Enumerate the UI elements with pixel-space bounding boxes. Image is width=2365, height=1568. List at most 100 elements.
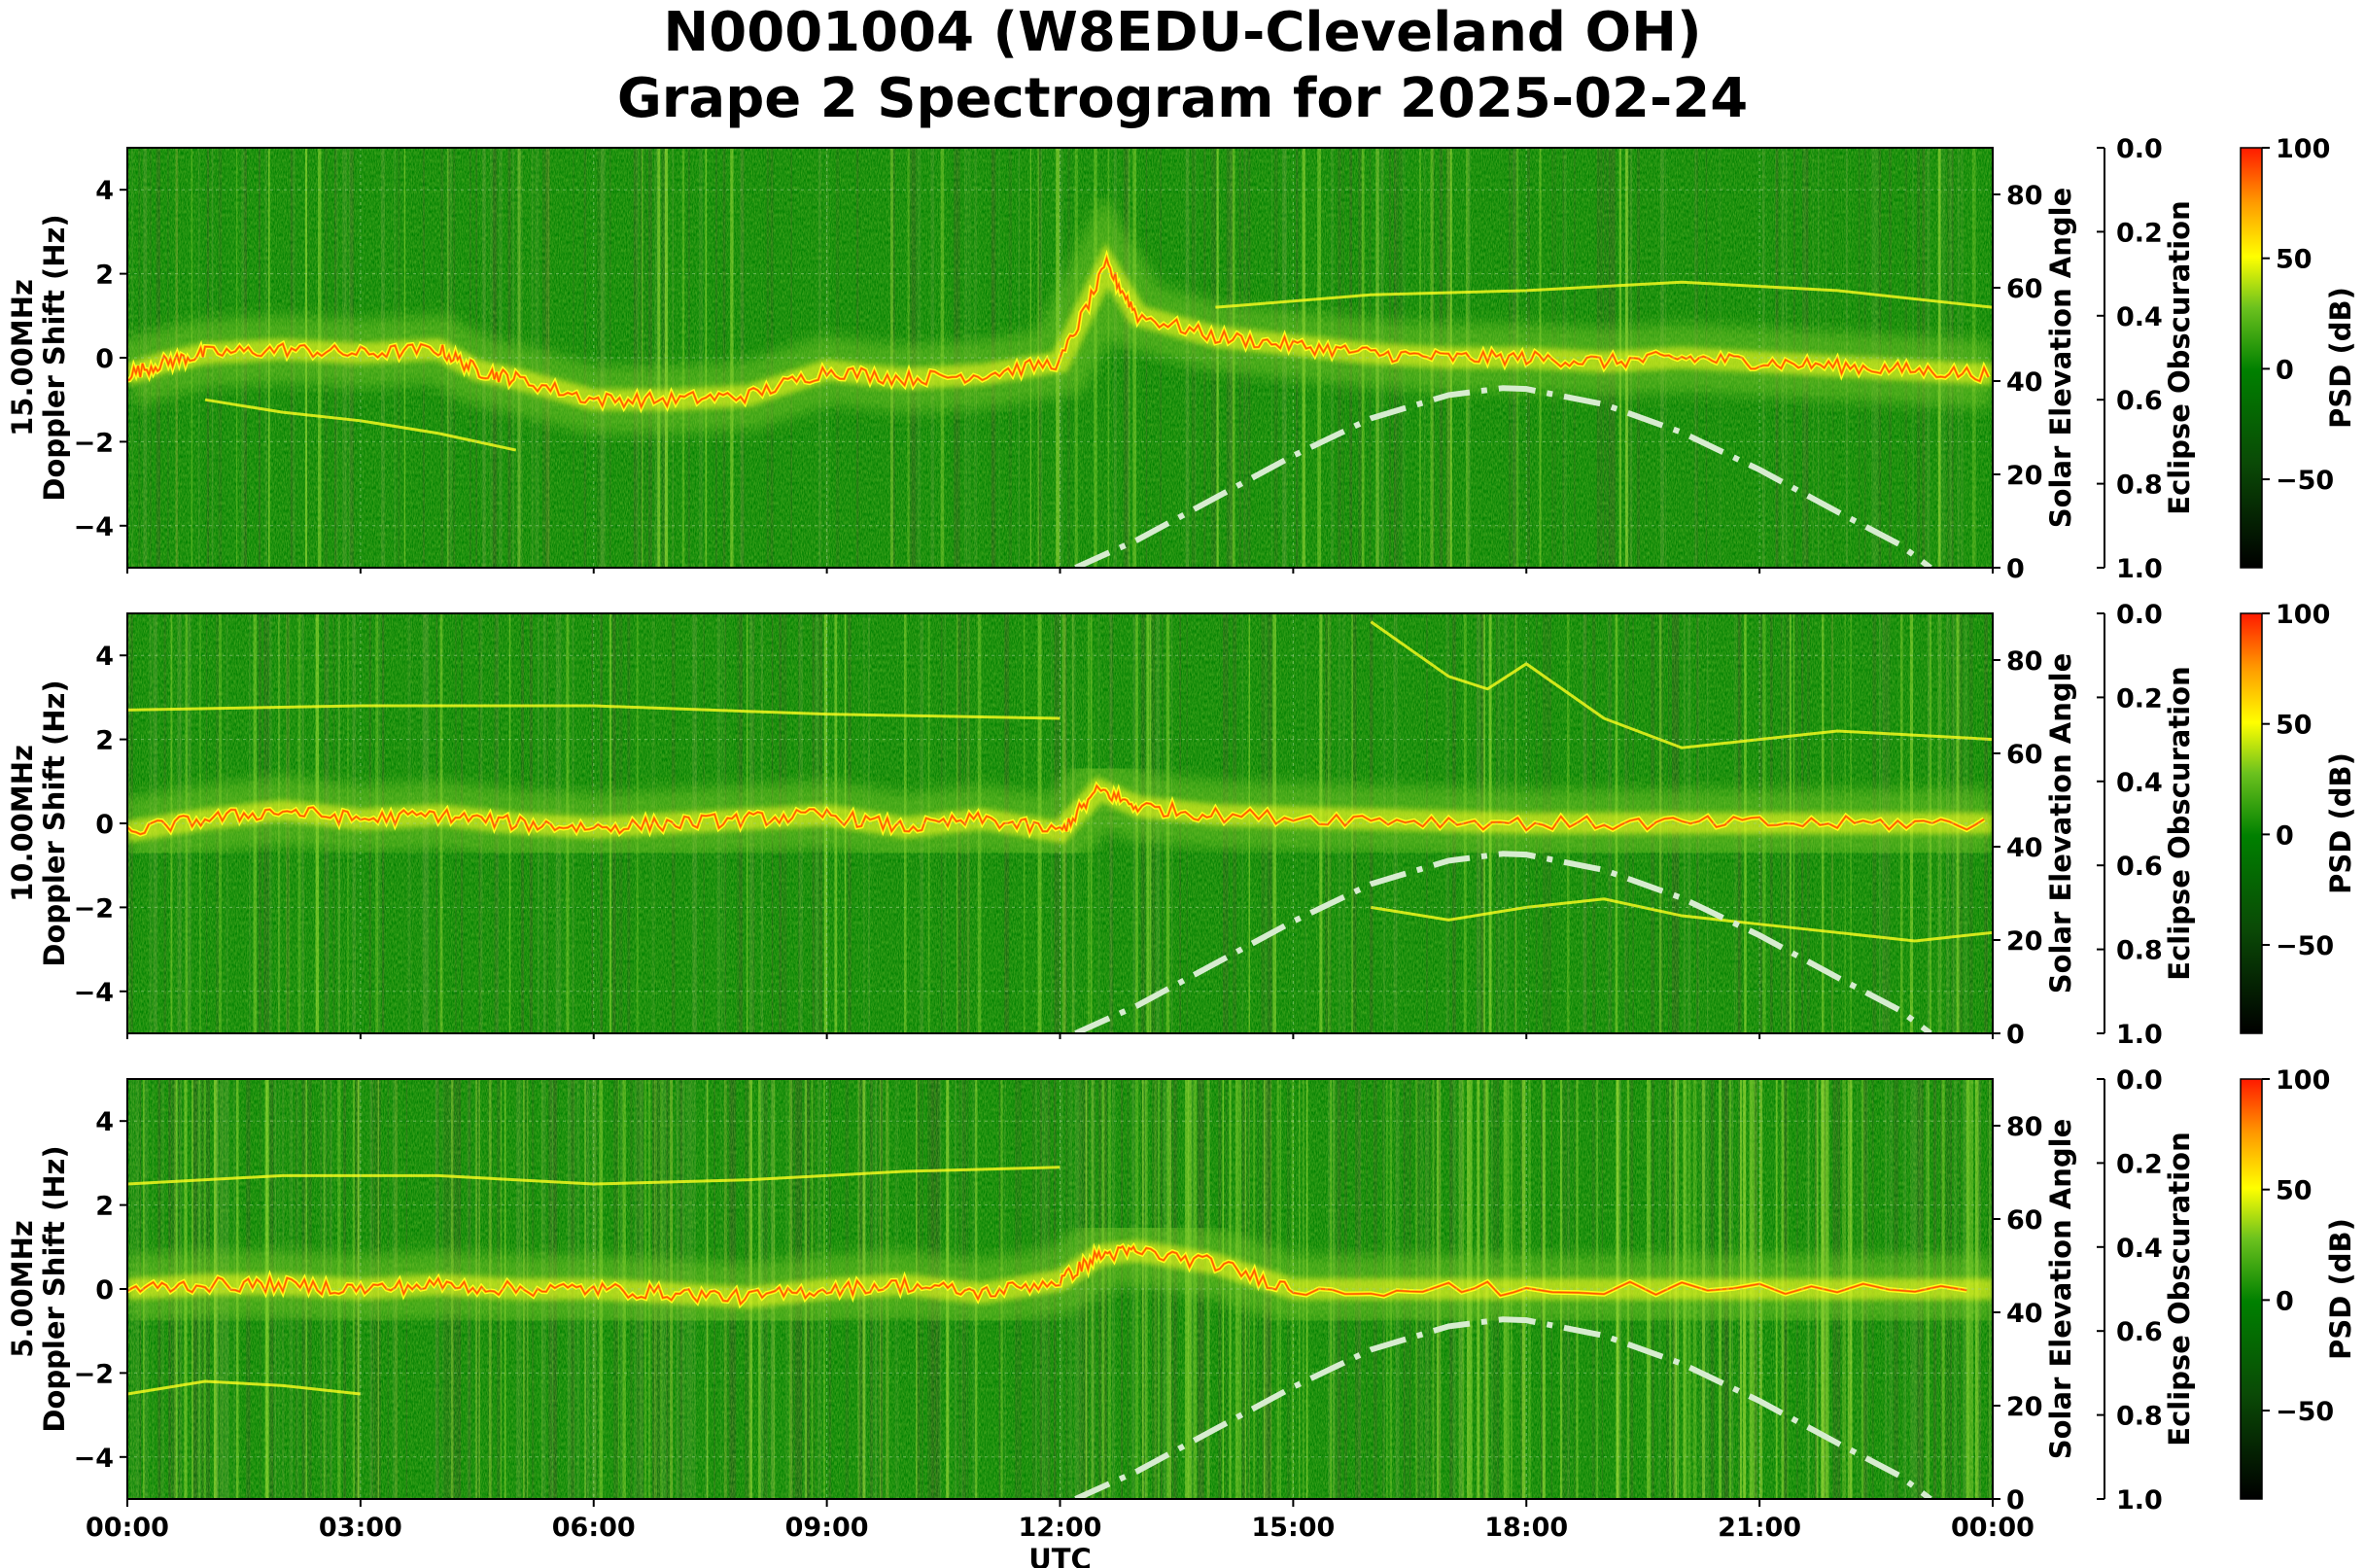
y3-tick-label: 0.6 [2116, 1317, 2163, 1347]
y3-tick-label: 0.2 [2116, 1149, 2163, 1179]
secondary-trace-1 [1370, 620, 1993, 749]
colorbar-tick-label: 0 [2276, 355, 2294, 385]
doppler-trace-peak [127, 1245, 1967, 1306]
colorbar [2240, 147, 2263, 569]
colorbar-tick-label: 50 [2276, 1176, 2313, 1206]
x-tick-label: 15:00 [1251, 1513, 1335, 1543]
y3-tick-label: 0.4 [2116, 1234, 2163, 1264]
colorbar [2240, 612, 2263, 1034]
y3-tick-label: 1.0 [2116, 1485, 2163, 1516]
y3-tick-label: 0.2 [2116, 218, 2163, 248]
colorbar [2240, 1078, 2263, 1500]
y2-tick-label: 80 [2006, 181, 2043, 211]
y-tick-label: 4 [95, 176, 114, 206]
y-tick-label: 0 [95, 810, 114, 840]
y2-tick-label: 60 [2006, 274, 2043, 304]
panel-10.00MHz: −4 −2 0 2 4 10.00MHz Doppler Shift (Hz) 0 20 40 60… [6, 600, 2357, 1050]
y2-tick-label: 40 [2006, 367, 2043, 398]
y-tick-label: −4 [74, 978, 114, 1008]
y3-axis-label: Eclipse Obscuration [2163, 200, 2196, 514]
spectrogram-area [127, 1079, 1993, 1499]
y3-tick-label: 0.6 [2116, 852, 2163, 882]
solar-elevation-curve [1074, 1316, 1932, 1499]
y-tick-label: 0 [95, 344, 114, 374]
y-tick-label: 2 [95, 261, 114, 291]
colorbar-tick-label: −50 [2276, 931, 2334, 961]
colorbar-label: PSD (dB) [2324, 287, 2357, 429]
secondary-trace-0 [1371, 897, 1993, 943]
y3-tick-label: 0.8 [2116, 470, 2163, 501]
y-tick-label: −2 [74, 428, 114, 458]
x-tick-label: 06:00 [552, 1513, 636, 1543]
y3-tick-label: 0.8 [2116, 1402, 2163, 1432]
y3-tick-label: 0.6 [2116, 386, 2163, 416]
y2-tick-label: 80 [2006, 1112, 2043, 1142]
y3-tick-label: 0.8 [2116, 936, 2163, 966]
y2-axis-label: Solar Elevation Angle [2044, 653, 2077, 994]
x-tick-label: 09:00 [785, 1513, 869, 1543]
y3-tick-label: 0.2 [2116, 683, 2163, 714]
panel-15.00MHz: −4 −2 0 2 4 15.00MHz Doppler Shift (Hz) 0 20 40 60… [6, 134, 2357, 584]
x-tick-label: 18:00 [1484, 1513, 1568, 1543]
y-tick-label: 0 [95, 1275, 114, 1306]
y2-tick-label: 0 [2006, 554, 2025, 584]
y-tick-label: 4 [95, 1107, 114, 1137]
y2-axis-label: Solar Elevation Angle [2044, 188, 2077, 529]
y-tick-label: −4 [74, 512, 114, 542]
chart-title-line2: Grape 2 Spectrogram for 2025-02-24 [616, 67, 1749, 130]
colorbar-tick-label: 50 [2276, 711, 2313, 741]
y3-tick-label: 1.0 [2116, 554, 2163, 584]
doppler-trace-peak [127, 256, 1990, 409]
y2-tick-label: 0 [2006, 1485, 2025, 1516]
doppler-trace-peak [127, 784, 1985, 835]
y-tick-label: −2 [74, 893, 114, 923]
solar-elevation-curve [1074, 851, 1932, 1033]
y-tick-label: −4 [74, 1444, 114, 1474]
colorbar-tick-label: 100 [2276, 600, 2330, 630]
y-tick-label: −2 [74, 1359, 114, 1389]
panel-5.00MHz: −4 −2 0 2 4 5.00MHz Doppler Shift (Hz) 0 20 40 60 8… [6, 1065, 2357, 1568]
y2-tick-label: 80 [2006, 646, 2043, 677]
x-axis-label: UTC [1028, 1543, 1092, 1568]
y-axis-label: Doppler Shift (Hz) [38, 214, 71, 501]
secondary-trace-0 [204, 398, 517, 452]
colorbar-tick-label: 50 [2276, 245, 2313, 275]
y2-tick-label: 20 [2006, 461, 2043, 491]
secondary-trace-1 [1215, 280, 1993, 309]
x-tick-label: 12:00 [1019, 1513, 1102, 1543]
y3-tick-label: 0.0 [2116, 134, 2163, 164]
colorbar-tick-label: 100 [2276, 134, 2330, 164]
y2-tick-label: 40 [2006, 1299, 2043, 1329]
y3-tick-label: 0.4 [2116, 768, 2163, 798]
colorbar-tick-label: 0 [2276, 1286, 2294, 1316]
x-tick-label: 00:00 [86, 1513, 169, 1543]
secondary-trace-1 [127, 1379, 362, 1396]
panel-frequency-label: 15.00MHz [6, 279, 39, 436]
y-tick-label: 4 [95, 642, 114, 672]
y3-tick-label: 1.0 [2116, 1020, 2163, 1050]
y-tick-label: 2 [95, 726, 114, 756]
panel-frequency-label: 10.00MHz [6, 745, 39, 902]
x-tick-label: 21:00 [1718, 1513, 1801, 1543]
colorbar-tick-label: −50 [2276, 466, 2334, 496]
y2-tick-label: 40 [2006, 833, 2043, 863]
y3-axis-label: Eclipse Obscuration [2163, 666, 2196, 980]
y-axis-label: Doppler Shift (Hz) [38, 1145, 71, 1432]
colorbar-label: PSD (dB) [2324, 752, 2357, 894]
solar-elevation-curve [1074, 385, 1932, 568]
x-tick-label: 03:00 [319, 1513, 402, 1543]
y3-tick-label: 0.4 [2116, 302, 2163, 332]
y3-tick-label: 0.0 [2116, 600, 2163, 630]
y-tick-label: 2 [95, 1192, 114, 1222]
y2-tick-label: 60 [2006, 1205, 2043, 1236]
y2-tick-label: 20 [2006, 1392, 2043, 1422]
x-tick-label: 00:00 [1951, 1513, 2035, 1543]
colorbar-tick-label: 0 [2276, 820, 2294, 851]
colorbar-tick-label: −50 [2276, 1397, 2334, 1427]
y2-axis-label: Solar Elevation Angle [2044, 1119, 2077, 1460]
spectrogram-area [127, 613, 1993, 1033]
secondary-trace-2 [127, 704, 1061, 720]
spectrogram-area [127, 148, 1993, 568]
colorbar-label: PSD (dB) [2324, 1218, 2357, 1360]
